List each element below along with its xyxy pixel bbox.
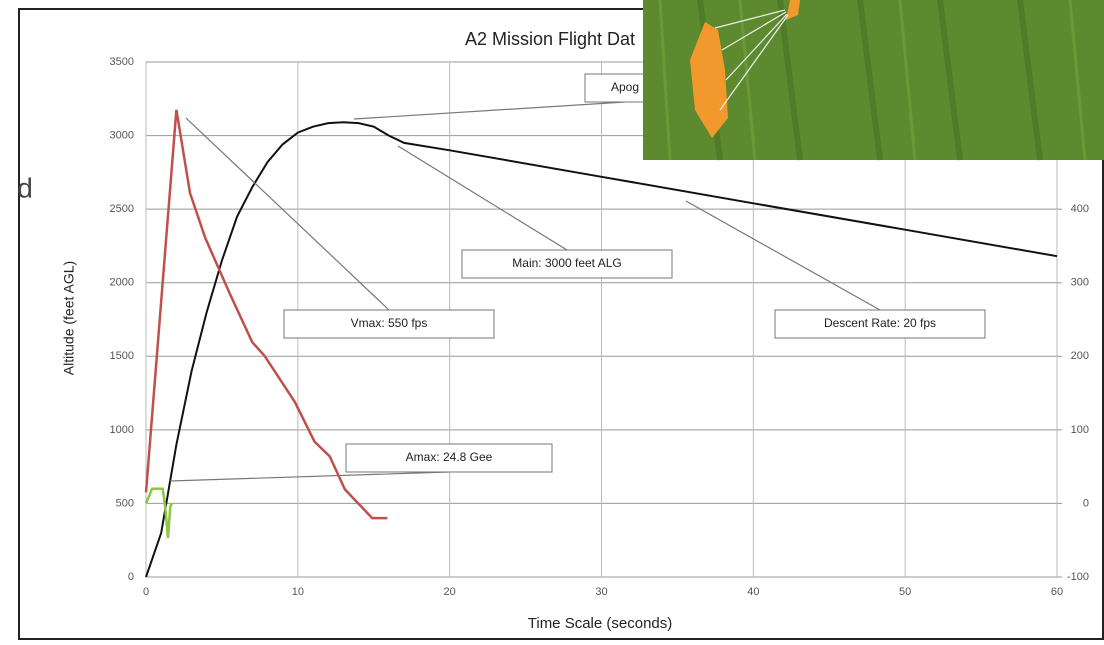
x-tick-label: 0	[143, 586, 149, 598]
page: d A2 Mission Flight Dat Time Scale (seco…	[0, 0, 1104, 645]
annotation-text: Apog	[611, 80, 639, 94]
x-tick-label: 50	[899, 586, 911, 598]
slide: d A2 Mission Flight Dat Time Scale (seco…	[0, 0, 1104, 640]
x-axis-label: Time Scale (seconds)	[528, 615, 673, 632]
y-tick-label: 1000	[110, 424, 134, 436]
y2-tick-label: 200	[1071, 350, 1089, 362]
y2-tick-label: -100	[1067, 571, 1089, 583]
y2-tick-label: 300	[1071, 277, 1089, 289]
chart-title: A2 Mission Flight Dat	[465, 29, 635, 49]
y-tick-label: 1500	[110, 350, 134, 362]
photo	[643, 0, 1104, 160]
x-tick-label: 20	[444, 586, 456, 598]
y-tick-label: 2000	[110, 277, 134, 289]
slide-text: d	[17, 172, 33, 203]
annotation-text: Main: 3000 feet ALG	[512, 256, 621, 270]
y2-tick-label: 400	[1071, 203, 1089, 215]
x-tick-label: 40	[747, 586, 759, 598]
annotation-text: Vmax: 550 fps	[351, 316, 428, 330]
x-tick-label: 10	[292, 586, 304, 598]
y2-tick-label: 100	[1071, 424, 1089, 436]
y-tick-label: 0	[128, 571, 134, 583]
annotation-text: Amax: 24.8 Gee	[406, 450, 493, 464]
y-tick-label: 500	[116, 497, 134, 509]
y2-tick-label: 0	[1083, 497, 1089, 509]
x-tick-label: 30	[595, 586, 607, 598]
y-axis-label: Altitude (feet AGL)	[61, 261, 77, 375]
annotation-text: Descent Rate: 20 fps	[824, 316, 936, 330]
y-tick-label: 2500	[110, 203, 134, 215]
y-tick-label: 3500	[110, 56, 134, 68]
x-tick-label: 60	[1051, 586, 1063, 598]
y-tick-label: 3000	[110, 129, 134, 141]
